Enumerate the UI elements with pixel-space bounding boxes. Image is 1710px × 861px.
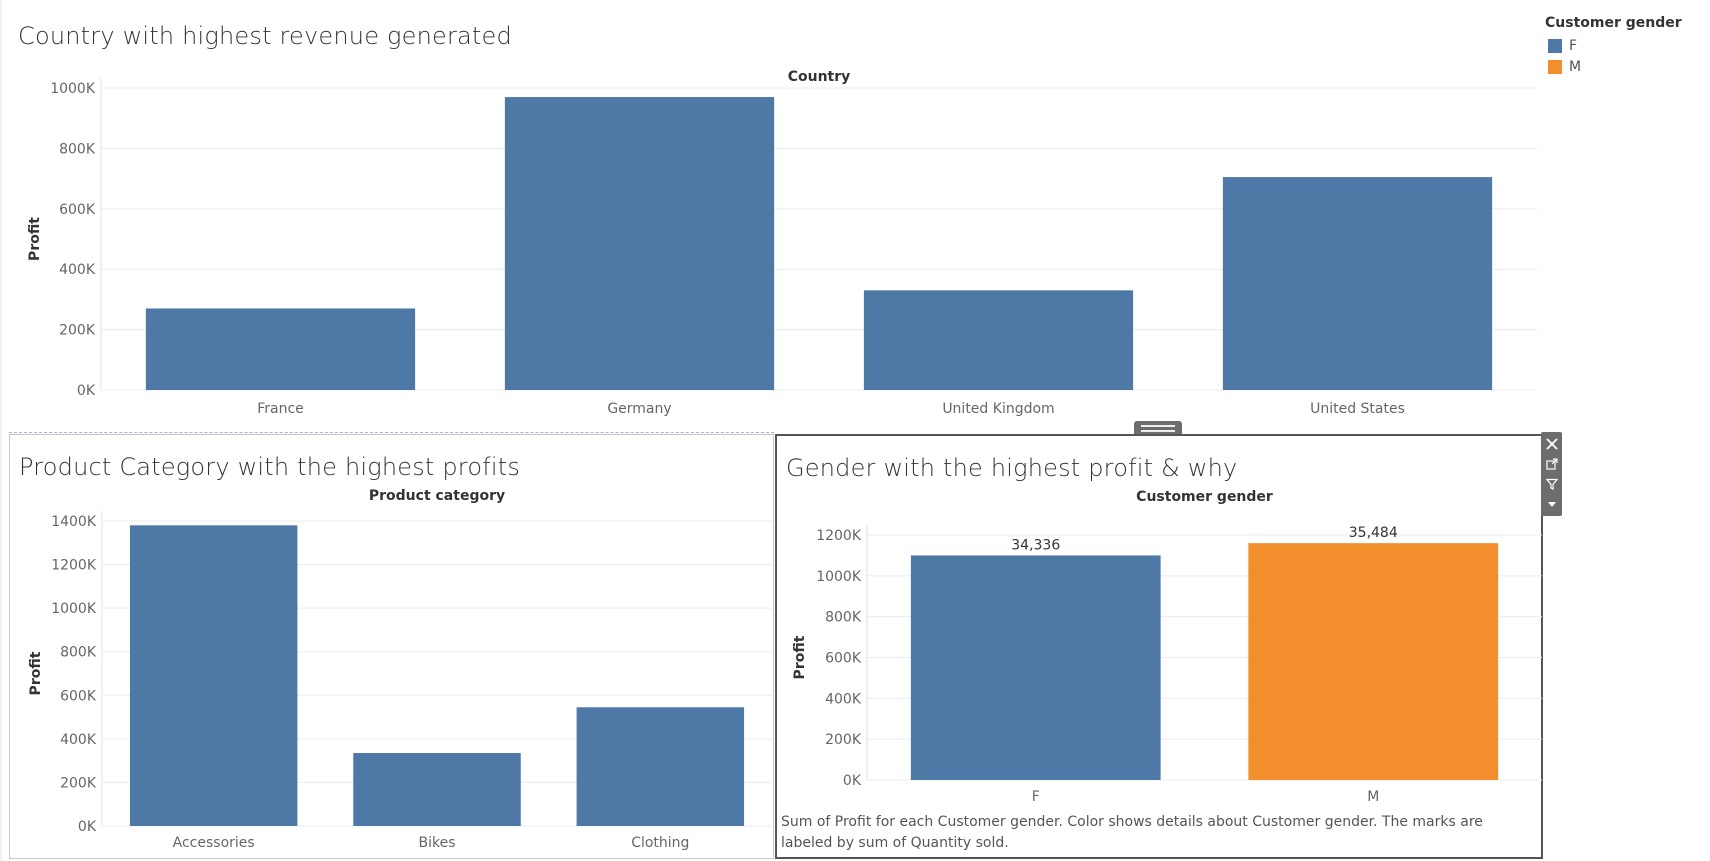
- y-tick-label: 1000K: [50, 81, 96, 97]
- chart-gender[interactable]: 0K 200K 400K 600K 800K 1000K 1200K Customer gen…: [777, 436, 1545, 861]
- y-axis-label: Profit: [27, 217, 43, 261]
- bar-f[interactable]: [910, 555, 1161, 780]
- column-header: Country: [788, 69, 851, 85]
- popout-icon[interactable]: [1542, 454, 1561, 474]
- y-tick-label: 800K: [825, 610, 862, 626]
- y-tick-label: 800K: [60, 645, 97, 661]
- data-label: 35,484: [1349, 525, 1398, 541]
- sheet-title-gender: Gender with the highest profit & why: [786, 454, 1238, 482]
- y-tick-label: 0K: [78, 819, 97, 835]
- y-tick-label: 800K: [59, 141, 96, 157]
- y-tick-label: 400K: [825, 691, 862, 707]
- x-category-label: Clothing: [631, 835, 689, 851]
- legend-title: Customer gender: [1545, 15, 1682, 31]
- bar-germany[interactable]: [504, 97, 775, 390]
- legend-item-m[interactable]: M: [1545, 56, 1705, 77]
- sheet-country[interactable]: Country with highest revenue generated 0…: [9, 4, 1539, 424]
- x-category-label: M: [1367, 789, 1379, 805]
- y-tick-label: 600K: [825, 651, 862, 667]
- legend-label-m: M: [1569, 58, 1582, 75]
- sheet-caption: Sum of Profit for each Customer gender. …: [781, 814, 1483, 851]
- legend-item-f[interactable]: F: [1545, 35, 1705, 56]
- bar-accessories[interactable]: [129, 525, 298, 826]
- y-tick-label: 200K: [59, 323, 96, 339]
- y-tick-label: 400K: [60, 732, 97, 748]
- y-tick-label: 600K: [60, 688, 97, 704]
- sheet-toolbar: [1541, 432, 1562, 516]
- y-tick-label: 0K: [843, 773, 862, 789]
- legend-label-f: F: [1569, 37, 1578, 54]
- x-category-label: United Kingdom: [942, 401, 1054, 417]
- dashboard-edge: [0, 0, 2, 861]
- x-category-label: Bikes: [418, 835, 455, 851]
- resize-grip-line: [1141, 429, 1175, 432]
- close-icon[interactable]: [1542, 434, 1561, 454]
- y-tick-label: 200K: [825, 732, 862, 748]
- sheet-title-country: Country with highest revenue generated: [18, 22, 512, 50]
- data-label: 34,336: [1011, 537, 1060, 553]
- y-tick-label: 400K: [59, 262, 96, 278]
- y-axis-label: Profit: [28, 651, 44, 695]
- chart-category[interactable]: 0K 200K 400K 600K 800K 1000K 1200K 1400K Product…: [10, 435, 775, 860]
- y-tick-label: 1000K: [51, 601, 97, 617]
- legend-swatch-f: [1548, 38, 1562, 53]
- legend-customer-gender[interactable]: Customer gender F M: [1545, 15, 1705, 77]
- y-tick-label: 1000K: [816, 569, 862, 585]
- y-axis-label: Profit: [792, 635, 808, 679]
- column-header: Product category: [369, 488, 505, 504]
- resize-handle[interactable]: [1134, 421, 1182, 435]
- menu-caret-icon[interactable]: [1542, 494, 1561, 514]
- y-tick-label: 200K: [60, 775, 97, 791]
- column-header: Customer gender: [1136, 489, 1273, 505]
- x-category-label: United States: [1310, 401, 1405, 417]
- sheet-gender[interactable]: Gender with the highest profit & why 0K 2…: [775, 434, 1543, 859]
- bar-m[interactable]: [1248, 543, 1499, 780]
- sheet-divider: [9, 432, 774, 433]
- x-category-label: F: [1032, 789, 1040, 805]
- y-tick-label: 1200K: [51, 558, 97, 574]
- filter-icon[interactable]: [1542, 474, 1561, 494]
- y-tick-label: 1400K: [51, 514, 97, 530]
- y-tick-label: 1200K: [816, 528, 862, 544]
- sheet-title-category: Product Category with the highest profit…: [19, 453, 521, 481]
- x-category-label: Accessories: [173, 835, 255, 851]
- bar-united-kingdom[interactable]: [863, 290, 1134, 390]
- bar-bikes[interactable]: [353, 753, 521, 826]
- y-tick-label: 0K: [77, 383, 96, 399]
- x-category-label: Germany: [607, 401, 671, 417]
- legend-swatch-m: [1548, 59, 1562, 74]
- y-tick-label: 600K: [59, 202, 96, 218]
- chart-country[interactable]: 0K 200K 400K 600K 800K 1000K Country Profit Fran…: [9, 4, 1539, 424]
- bar-united-states[interactable]: [1222, 177, 1493, 390]
- bar-clothing[interactable]: [576, 707, 745, 826]
- sheet-product-category[interactable]: Product Category with the highest profit…: [9, 434, 774, 859]
- x-category-label: France: [257, 401, 304, 417]
- resize-grip-line: [1141, 424, 1175, 427]
- bar-france[interactable]: [145, 308, 416, 390]
